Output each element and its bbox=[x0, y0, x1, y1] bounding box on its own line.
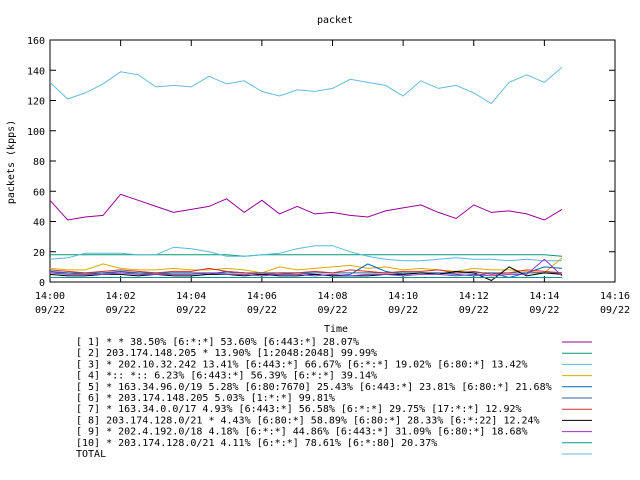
x-tick-label-date: 09/22 bbox=[459, 305, 489, 316]
y-tick-label: 0 bbox=[39, 278, 45, 289]
legend-label: [ 6] * 203.174.148.205 5.03% [1:*:*] 99.… bbox=[76, 393, 335, 404]
legend-label: [ 8] 203.174.128.0/21 * 4.43% [6:80:*] 5… bbox=[76, 415, 540, 426]
x-tick-label-time: 14:04 bbox=[176, 291, 206, 302]
x-tick-label-time: 14:08 bbox=[317, 291, 347, 302]
y-tick-label: 120 bbox=[27, 97, 45, 108]
y-tick-label: 60 bbox=[33, 187, 45, 198]
legend-label: [ 3] * 202.10.32.242 13.41% [6:443:*] 66… bbox=[76, 359, 528, 370]
x-tick-label-time: 14:00 bbox=[35, 291, 65, 302]
series-line-7 bbox=[49, 267, 563, 275]
x-tick-label-date: 09/22 bbox=[600, 305, 630, 316]
legend-label: [ 2] 203.174.148.205 * 13.90% [1:2048:20… bbox=[76, 348, 377, 359]
x-tick-label-time: 14:02 bbox=[106, 291, 136, 302]
x-tick-label-date: 09/22 bbox=[176, 305, 206, 316]
legend-label: [ 9] * 202.4.192.0/18 4.18% [6:*:*] 44.8… bbox=[76, 427, 528, 438]
legend-label: [ 7] * 163.34.0.0/17 4.93% [6:443:*] 56.… bbox=[76, 404, 522, 415]
series-line-2 bbox=[50, 254, 563, 257]
y-tick-label: 80 bbox=[33, 157, 45, 168]
x-tick-label-time: 14:10 bbox=[388, 291, 418, 302]
chart-title: packet bbox=[317, 15, 353, 26]
legend-label: TOTAL bbox=[76, 449, 106, 460]
x-axis-label: Time bbox=[324, 324, 348, 335]
series-line-3 bbox=[49, 245, 562, 262]
y-tick-label: 20 bbox=[33, 248, 45, 259]
x-tick-label-time: 14:14 bbox=[529, 291, 559, 302]
series-lines bbox=[49, 66, 563, 282]
y-tick-label: 160 bbox=[27, 36, 45, 47]
y-axis-label: packets (kpps) bbox=[6, 120, 17, 204]
legend-label: [ 4] *:: *:: 6.23% [6:443:*] 56.39% [6:*… bbox=[76, 371, 377, 382]
x-tick-label-date: 09/22 bbox=[317, 305, 347, 316]
legend-label: [ 5] * 163.34.96.0/19 5.28% [6:80:7670] … bbox=[76, 382, 552, 393]
legend: [ 1] * * 38.50% [6:*:*] 53.60% [6:443:*]… bbox=[76, 337, 592, 460]
series-line-4 bbox=[49, 257, 563, 274]
x-tick-label-time: 14:16 bbox=[600, 291, 630, 302]
axes: 0 20 40 60 80 100 120 140 160 14:00 09/22 14:02 09/2… bbox=[27, 36, 630, 316]
x-tick-label-date: 09/22 bbox=[35, 305, 65, 316]
series-line-1 bbox=[49, 193, 563, 221]
series-line-9 bbox=[49, 258, 563, 277]
y-tick-label: 40 bbox=[33, 218, 45, 229]
x-tick-label-date: 09/22 bbox=[247, 305, 277, 316]
legend-label: [10] * 203.174.128.0/21 4.11% [6:*:*] 78… bbox=[76, 438, 437, 449]
x-tick-label-date: 09/22 bbox=[529, 305, 559, 316]
x-tick-label-time: 14:06 bbox=[247, 291, 277, 302]
y-tick-label: 140 bbox=[27, 66, 45, 77]
y-tick-label: 100 bbox=[27, 127, 45, 138]
series-line-11 bbox=[49, 66, 563, 105]
x-tick-label-date: 09/22 bbox=[106, 305, 136, 316]
x-tick-label-date: 09/22 bbox=[388, 305, 418, 316]
x-tick-label-time: 14:12 bbox=[459, 291, 489, 302]
legend-label: [ 1] * * 38.50% [6:*:*] 53.60% [6:443:*]… bbox=[76, 337, 359, 348]
